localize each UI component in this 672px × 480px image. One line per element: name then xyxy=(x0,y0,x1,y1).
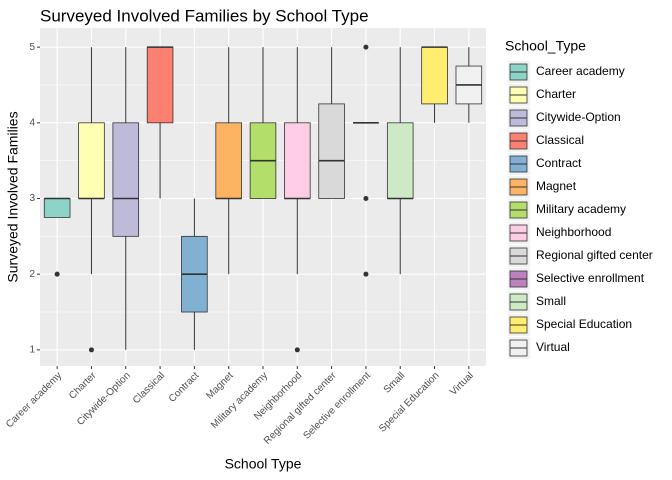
box-group xyxy=(43,197,71,277)
legend-label: Citywide-Option xyxy=(536,110,621,124)
x-tick-label: Virtual xyxy=(448,370,476,398)
box xyxy=(386,122,414,199)
outlier xyxy=(363,271,369,277)
outlier xyxy=(363,44,369,50)
legend-title: School_Type xyxy=(505,38,586,54)
x-tick-label: Special Education xyxy=(377,370,441,434)
legend-label: Military academy xyxy=(536,202,626,216)
legend-label: Special Education xyxy=(536,317,632,331)
x-axis-title: School Type xyxy=(225,456,302,472)
box xyxy=(146,46,174,124)
outlier xyxy=(363,196,369,201)
y-tick-label: 3 xyxy=(29,193,35,204)
box-group xyxy=(249,47,277,199)
legend-label: Classical xyxy=(536,133,584,147)
x-tick-label: Classical xyxy=(131,370,167,406)
legend-label: Career academy xyxy=(536,64,625,78)
chart-title: Surveyed Involved Families by School Typ… xyxy=(40,6,369,25)
box-group xyxy=(318,47,345,199)
box-group xyxy=(284,47,311,353)
box xyxy=(284,122,311,199)
x-tick-label: Contract xyxy=(167,370,202,405)
box-group xyxy=(112,47,140,350)
box-group xyxy=(353,44,379,277)
y-tick-label: 5 xyxy=(29,42,35,53)
legend-label: Charter xyxy=(536,87,576,101)
box-group xyxy=(386,47,414,275)
box-group xyxy=(78,47,105,353)
legend-label: Magnet xyxy=(536,179,577,193)
outlier xyxy=(294,347,300,353)
x-tick-label: Career academy xyxy=(4,370,64,430)
box-group xyxy=(215,47,242,275)
legend-label: Selective enrollment xyxy=(536,271,645,285)
legend-label: Regional gifted center xyxy=(536,248,653,262)
y-tick-label: 2 xyxy=(29,269,35,280)
outlier xyxy=(54,271,60,277)
box xyxy=(43,198,71,218)
box xyxy=(112,122,140,237)
box xyxy=(421,46,448,105)
y-tick-label: 4 xyxy=(29,117,35,128)
x-tick-label: Small xyxy=(382,370,407,395)
y-tick-label: 1 xyxy=(29,345,35,356)
box-group xyxy=(181,198,208,350)
outlier xyxy=(88,347,94,353)
box xyxy=(215,122,242,199)
box xyxy=(78,122,105,199)
x-tick-label: Magnet xyxy=(204,370,236,402)
legend-label: Contract xyxy=(536,156,582,170)
box-group xyxy=(455,47,483,123)
x-tick-label: Charter xyxy=(67,370,99,402)
legend-label: Virtual xyxy=(536,340,570,354)
box-group xyxy=(146,46,174,199)
legend-label: Small xyxy=(536,294,566,308)
box xyxy=(318,103,345,199)
box-group xyxy=(421,46,448,123)
y-axis-title: Surveyed Involved Families xyxy=(5,111,21,282)
legend-label: Neighborhood xyxy=(536,225,611,239)
x-tick-label: Selective enrollment xyxy=(301,370,373,442)
